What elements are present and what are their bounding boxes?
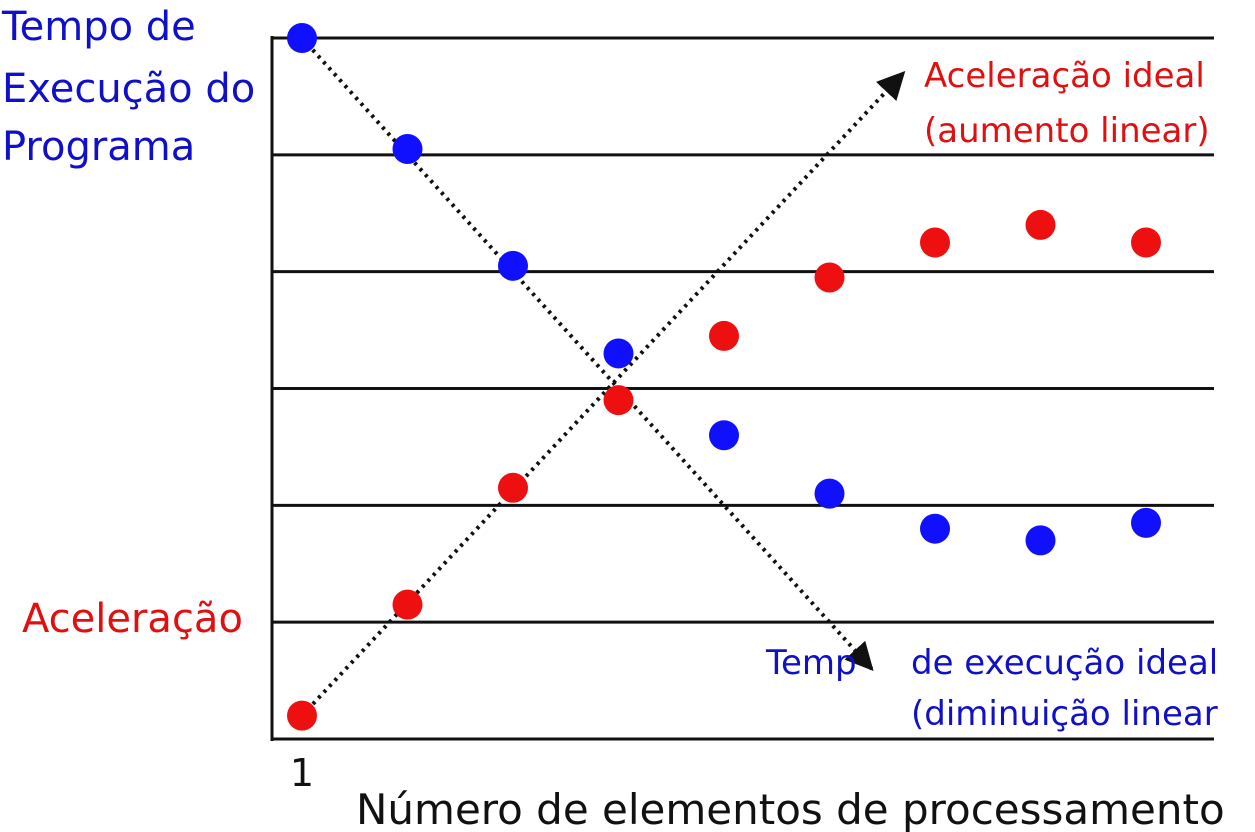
ideal-time-arrow (300, 36, 874, 671)
execution-time-point-5 (709, 420, 739, 451)
data-points (287, 23, 1161, 731)
x-axis-label: Número de elementos de processamento (356, 785, 1225, 832)
reference-lines (300, 36, 906, 717)
execution-time-point-3 (498, 250, 528, 281)
execution-time-point-4 (603, 338, 634, 369)
ideal-time-label-part-2: de execução ideal (911, 643, 1218, 683)
ideal-speedup-label-line-1: Aceleração ideal (924, 56, 1205, 96)
speedup-point-3 (498, 472, 528, 503)
gridlines (272, 36, 1214, 741)
x-tick-label-1: 1 (290, 751, 314, 795)
speedup-point-7 (920, 227, 950, 258)
execution-time-point-6 (814, 478, 845, 509)
red-series-label: Aceleração (22, 596, 243, 642)
execution-time-point-8 (1025, 525, 1056, 556)
blue-series-label-line-3: Programa (2, 124, 195, 170)
ideal-time-label-line-2: (diminuição linear (911, 694, 1218, 734)
ideal-speedup-arrow (300, 71, 906, 717)
speedup-point-4 (603, 385, 634, 416)
blue-series-label-line-1: Tempo de (1, 4, 196, 50)
speedup-point-1 (287, 700, 317, 731)
execution-time-point-1 (287, 23, 317, 53)
speedup-point-8 (1025, 209, 1056, 240)
speedup-point-5 (709, 320, 739, 351)
execution-time-point-7 (920, 513, 950, 544)
execution-time-point-2 (392, 133, 423, 164)
ideal-speedup-label-line-2: (aumento linear) (924, 111, 1210, 151)
execution-time-point-9 (1131, 507, 1161, 538)
speedup-point-6 (814, 262, 845, 293)
speedup-point-2 (392, 589, 423, 620)
speedup-point-9 (1131, 227, 1161, 258)
ideal-time-label-part-1: Temp (765, 643, 857, 683)
blue-series-label-line-2: Execução do (2, 66, 255, 112)
